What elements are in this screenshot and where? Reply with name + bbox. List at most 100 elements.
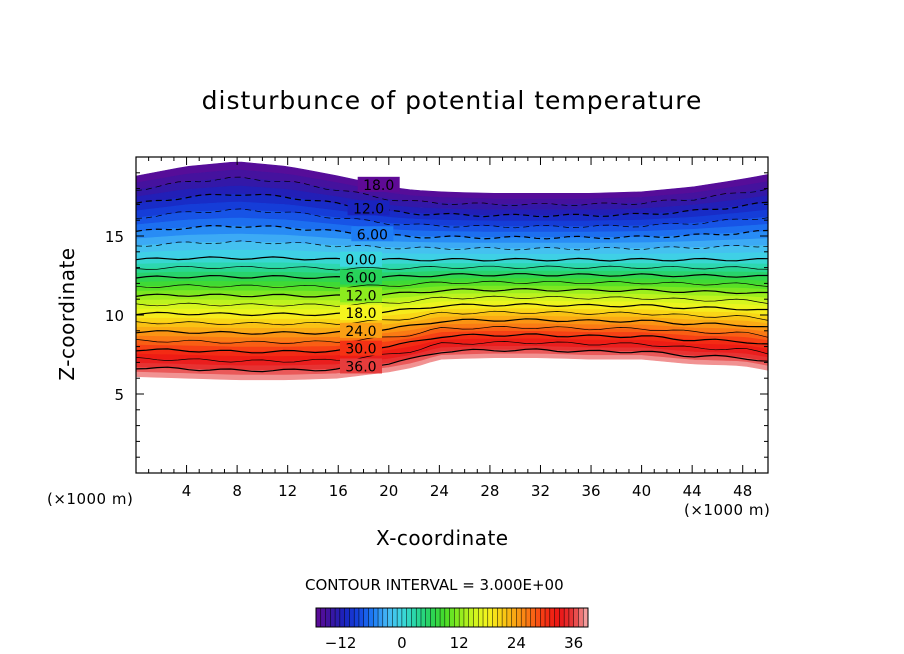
contour-line xyxy=(136,256,768,262)
colorbar-cell xyxy=(325,608,331,627)
colorbar-tick-label: 36 xyxy=(564,634,583,652)
colorbar-cell xyxy=(368,608,374,627)
contour-label: 18.0 xyxy=(345,306,376,322)
x-tick-label: 36 xyxy=(581,482,600,500)
x-tick-label: 44 xyxy=(683,482,702,500)
colorbar-tick-label: 12 xyxy=(450,634,469,652)
x-axis-label: X-coordinate xyxy=(376,526,509,550)
contour-label-bg xyxy=(339,322,382,338)
colorbar-cell xyxy=(506,608,512,627)
colorbar-cell xyxy=(568,608,574,627)
colorbar-cell xyxy=(564,608,570,627)
colorbar-cell xyxy=(358,608,365,627)
colorbar-cell xyxy=(535,608,541,627)
x-unit-label-right: (×1000 m) xyxy=(684,501,771,519)
contour-line xyxy=(136,348,768,373)
contour-label: 12.0 xyxy=(353,201,384,217)
x-tick-label: 48 xyxy=(733,482,752,500)
colorbar-cell xyxy=(330,608,336,627)
colorbar-tick-label: 24 xyxy=(507,634,526,652)
colorbar-cell xyxy=(492,608,498,627)
colorbar-cell xyxy=(459,608,465,627)
colorbar-cell xyxy=(378,608,384,627)
contour-label-bg xyxy=(339,287,382,303)
colorbar-cell xyxy=(478,608,484,627)
colorbar-cell xyxy=(583,608,589,627)
colorbar-cell xyxy=(401,608,407,627)
contour-label: 6.00 xyxy=(357,227,388,243)
x-tick-label: 32 xyxy=(531,482,550,500)
contour-label-bg xyxy=(339,340,382,356)
colorbar-tick-label: −12 xyxy=(325,634,357,652)
contour-label-bg xyxy=(339,305,382,321)
colorbar-cell xyxy=(392,608,398,627)
contour-line xyxy=(136,333,768,354)
colorbar-cell xyxy=(483,608,489,627)
colorbar-cell xyxy=(497,608,503,627)
colorbar-cell xyxy=(578,608,584,627)
colorbar-cell xyxy=(416,608,422,627)
colorbar-cell xyxy=(487,608,493,627)
contour-line xyxy=(136,310,768,326)
colorbar-cell xyxy=(335,608,341,627)
contour-line xyxy=(136,280,768,289)
contour-label-bg xyxy=(339,358,382,374)
x-unit-label-left: (×1000 m) xyxy=(47,490,134,508)
contour-label: 30.0 xyxy=(345,342,376,358)
contour-interval-label: CONTOUR INTERVAL = 3.000E+00 xyxy=(305,576,564,594)
x-tick-label: 40 xyxy=(632,482,651,500)
colorbar-cell xyxy=(549,608,555,627)
contour-lines xyxy=(136,176,768,373)
colorbar-cell xyxy=(354,608,360,627)
contour-label: 6.00 xyxy=(345,270,376,286)
chart-title: disturbunce of potential temperature xyxy=(201,86,703,115)
contour-line xyxy=(136,326,768,344)
contour-label: 12.0 xyxy=(345,288,376,304)
colorbar-cell xyxy=(411,608,417,627)
colorbar-cell xyxy=(363,608,369,627)
colorbar-cell xyxy=(454,608,460,627)
contour-label-bg xyxy=(339,251,382,267)
colorbar-cell xyxy=(387,608,393,627)
contour-label: 36.0 xyxy=(345,359,376,375)
colorbar-cell xyxy=(545,608,551,627)
colorbar-cell xyxy=(344,608,350,627)
y-tick-label: 15 xyxy=(105,228,124,246)
colorbar-cell xyxy=(373,608,379,627)
colorbar-cell xyxy=(502,608,508,627)
negative-contour-line xyxy=(136,176,768,206)
negative-contour-line xyxy=(136,240,768,251)
colorbar-cell xyxy=(540,608,546,627)
colorbar-cell xyxy=(406,608,412,627)
colorbar-cell xyxy=(530,608,536,627)
x-tick-label: 12 xyxy=(278,482,297,500)
contour-label-bg xyxy=(339,269,382,285)
contour-label-bg xyxy=(351,226,394,242)
contour-line xyxy=(136,265,768,271)
x-tick-label: 20 xyxy=(379,482,398,500)
colorbar-cell xyxy=(444,608,450,627)
colorbar-cell xyxy=(559,608,565,627)
x-tick-label: 4 xyxy=(182,482,192,500)
colorbar-cell xyxy=(320,608,326,627)
colorbar-frame xyxy=(315,607,589,628)
negative-contour-line xyxy=(136,208,768,229)
x-tick-label: 28 xyxy=(480,482,499,500)
colorbar-cell xyxy=(382,608,388,627)
negative-contour-line xyxy=(136,193,768,218)
colorbar-cell xyxy=(525,608,532,627)
contour-line xyxy=(136,302,768,317)
contour-label-bg xyxy=(357,176,400,192)
colorbar-cell xyxy=(349,608,355,627)
contour-line xyxy=(136,318,768,335)
colorbar-cell xyxy=(435,608,441,627)
colorbar-cell xyxy=(516,608,522,627)
colorbar-cell xyxy=(554,608,560,627)
colorbar-cell xyxy=(425,608,431,627)
colorbar-cell xyxy=(397,608,403,627)
colorbar-cell xyxy=(316,608,322,627)
